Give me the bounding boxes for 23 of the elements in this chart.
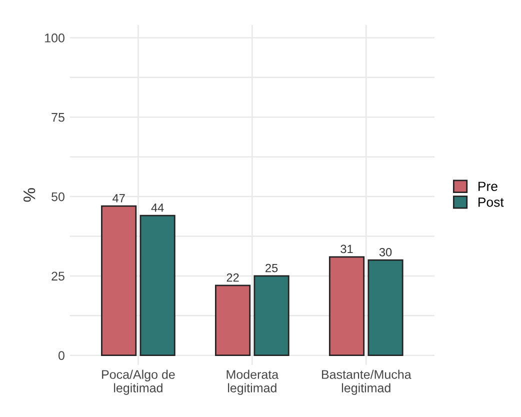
bar [328, 256, 365, 356]
y-tick-label: 100 [45, 34, 64, 42]
legend-label: Pre [478, 182, 498, 192]
y-axis-title: % [24, 188, 36, 202]
data-label: 30 [379, 248, 392, 256]
bar [215, 284, 251, 356]
y-tick-label: 0 [58, 351, 64, 360]
x-tick-label: Bastante/Mucha legitimad [322, 370, 412, 395]
legend-label: Post [478, 198, 504, 207]
bar [101, 205, 137, 356]
data-label: 31 [340, 244, 353, 254]
data-label: 47 [112, 194, 125, 202]
y-tick-label: 75 [52, 113, 64, 122]
y-tick-label: 50 [52, 192, 64, 202]
bar [254, 275, 290, 356]
data-label: 25 [266, 264, 278, 272]
bar [368, 259, 404, 356]
data-label: 22 [226, 273, 239, 282]
y-tick-label: 25 [52, 272, 64, 281]
data-label: 44 [151, 204, 164, 212]
x-tick-label: Moderata legitimad [226, 370, 279, 395]
bar [140, 214, 176, 356]
x-tick-label: Poca/Algo de legitimad [102, 370, 175, 395]
